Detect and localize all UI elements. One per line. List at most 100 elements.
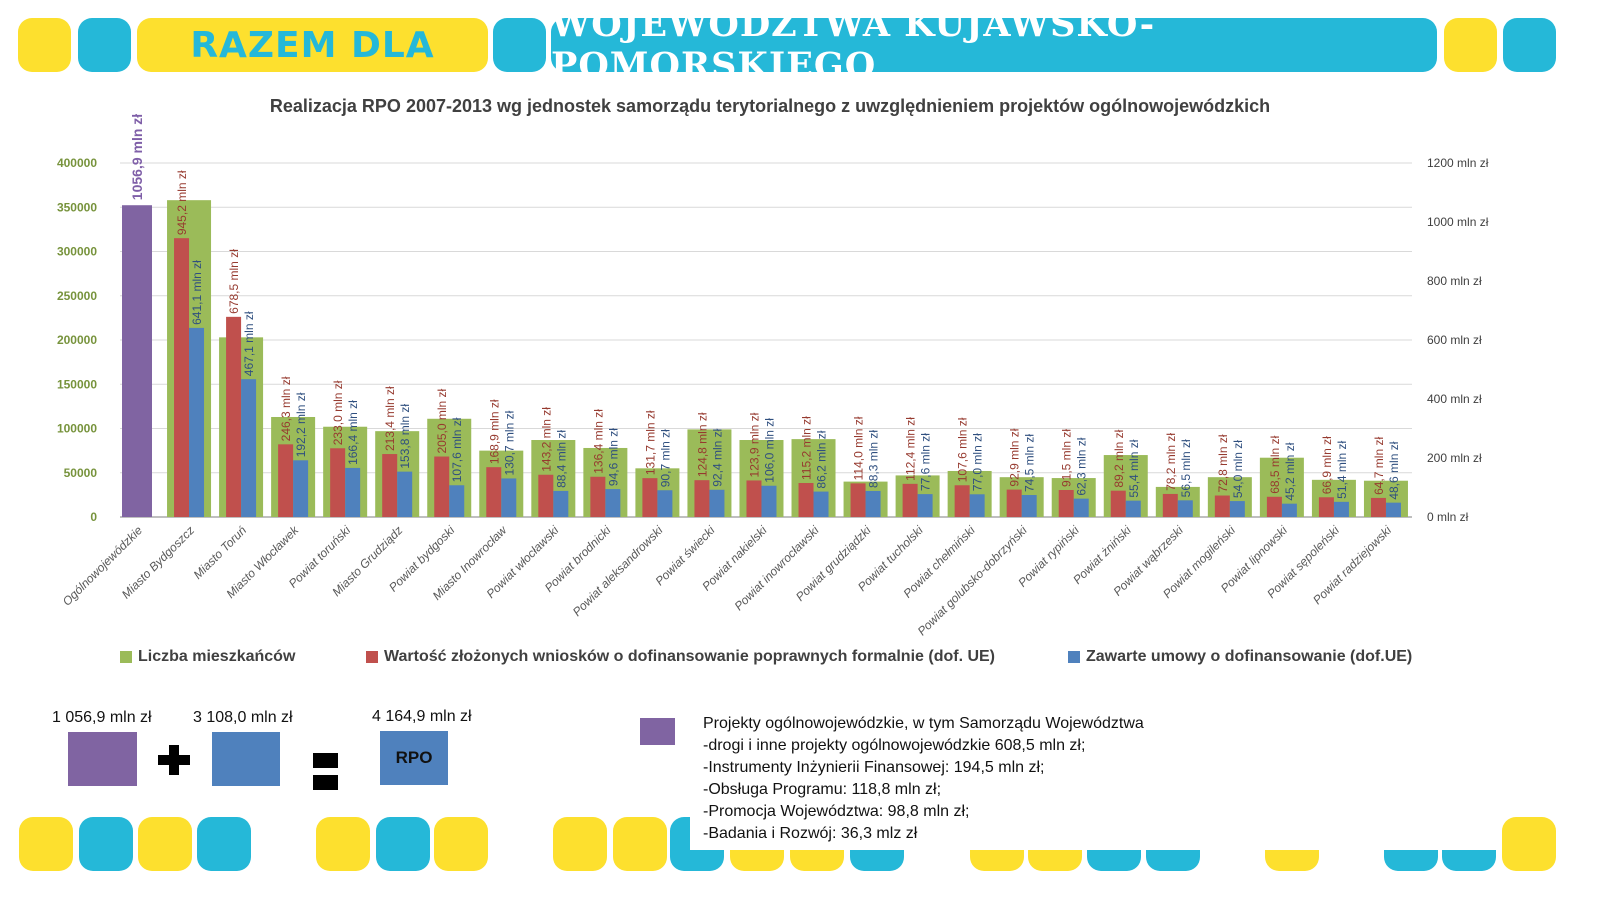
data-label: 114,0 mln zł [852, 416, 866, 480]
local-value: 3 108,0 mln zł [193, 709, 293, 726]
bar-contracts [969, 494, 985, 517]
bar-applications [174, 238, 190, 517]
decor-pill [78, 18, 131, 72]
left-axis-tick: 150000 [57, 377, 97, 391]
note-line: Projekty ogólnowojewódzkie, w tym Samorz… [703, 715, 1144, 732]
note-line: -Obsługa Programu: 118,8 mln zł; [703, 781, 942, 798]
data-label: 233,0 mln zł [331, 380, 345, 445]
data-label: 115,2 mln zł [800, 416, 814, 480]
bar-contracts [1385, 502, 1401, 517]
right-axis-tick: 1000 mln zł [1427, 215, 1489, 229]
bar-contracts [293, 460, 309, 517]
decor-pill [434, 817, 488, 871]
decor-pill [19, 817, 73, 871]
bar-applications [434, 456, 450, 517]
bar-contracts [1125, 500, 1141, 517]
bar-applications [330, 448, 346, 517]
left-axis-tick: 200000 [57, 333, 97, 347]
bar-applications [1318, 497, 1334, 517]
data-label: 131,7 mln zł [643, 410, 657, 475]
bar-contracts [813, 491, 829, 517]
bar-contracts [761, 485, 777, 517]
data-label: 136,4 mln zł [591, 409, 605, 474]
bar-contracts [865, 490, 881, 517]
data-label: 45,2 mln zł [1283, 442, 1297, 500]
data-label: 86,2 mln zł [815, 430, 829, 488]
left-axis-tick: 50000 [64, 466, 98, 480]
data-label: 130,7 mln zł [502, 410, 516, 475]
decor-pill [553, 817, 607, 871]
data-label: 62,3 mln zł [1075, 437, 1089, 495]
bar-contracts [397, 471, 413, 517]
data-label: 66,9 mln zł [1320, 436, 1334, 494]
data-label: 54,0 mln zł [1231, 440, 1245, 498]
bar-applications [1214, 495, 1230, 517]
data-label: 153,8 mln zł [398, 404, 412, 469]
category-label: Powiat aleksandrowski [570, 523, 666, 619]
data-label: 205,0 mln zł [435, 388, 449, 453]
bar-applications [1058, 490, 1074, 517]
legend-swatch [366, 651, 378, 663]
bar-applications [798, 483, 814, 517]
left-axis-tick: 0 [90, 510, 97, 524]
data-label: 74,5 mln zł [1023, 434, 1037, 492]
data-label: 124,8 mln zł [695, 412, 709, 477]
data-label: 77,0 mln zł [971, 433, 985, 491]
decor-pill [138, 817, 192, 871]
header-left-title: RAZEM DLA [137, 18, 488, 72]
left-axis-tick: 300000 [57, 245, 97, 259]
data-label: 123,9 mln zł [747, 412, 761, 477]
data-label: 92,4 mln zł [710, 428, 724, 486]
decor-pill [18, 18, 71, 72]
bar-applications [590, 476, 606, 517]
legend-item-contracts: Zawarte umowy o dofinansowanie (dof.UE) [1068, 648, 1412, 666]
bar-chart: Realizacja RPO 2007-2013 wg jednostek sa… [57, 96, 1489, 638]
bar-applications [1266, 496, 1282, 517]
chart-title: Realizacja RPO 2007-2013 wg jednostek sa… [270, 96, 1270, 116]
data-label: 68,5 mln zł [1268, 435, 1282, 493]
legend-swatch [120, 651, 132, 663]
data-label: 168,9 mln zł [487, 399, 501, 464]
bar-contracts [1073, 498, 1089, 517]
data-label: 107,6 mln zł [450, 417, 464, 482]
bar-regional [122, 205, 152, 518]
bar-contracts [1021, 495, 1037, 517]
right-axis-tick: 0 mln zł [1427, 510, 1469, 524]
decor-pill [376, 817, 430, 871]
bar-applications [746, 480, 762, 517]
data-label: 91,5 mln zł [1060, 429, 1074, 487]
bar-contracts [709, 489, 725, 517]
data-label: 77,6 mln zł [919, 433, 933, 491]
decor-pill [1444, 18, 1497, 72]
data-label: 107,6 mln zł [956, 417, 970, 482]
bar-contracts [605, 489, 621, 517]
bar-contracts [241, 379, 257, 517]
legend-item-applications: Wartość złożonych wniosków o dofinansowa… [366, 648, 995, 666]
bar-applications [382, 454, 398, 517]
local-square [212, 732, 280, 786]
bar-applications [226, 316, 242, 517]
legend-label: Wartość złożonych wniosków o dofinansowa… [384, 648, 996, 665]
data-label: 88,3 mln zł [867, 430, 881, 488]
decor-pill [493, 18, 546, 72]
data-label: 112,4 mln zł [904, 417, 918, 481]
data-label: 106,0 mln zł [762, 418, 776, 483]
data-label: 72,8 mln zł [1216, 434, 1230, 492]
total-value: 4 164,9 mln zł [372, 708, 472, 725]
bar-applications [642, 478, 658, 517]
bar-contracts [345, 467, 361, 517]
left-axis-tick: 100000 [57, 422, 97, 436]
right-axis-tick: 600 mln zł [1427, 333, 1482, 347]
right-axis-tick: 200 mln zł [1427, 451, 1482, 465]
bar-applications [1110, 490, 1126, 517]
data-label: 90,7 mln zł [658, 429, 672, 487]
data-label: 64,7 mln zł [1372, 437, 1386, 495]
decor-pill [613, 817, 667, 871]
right-axis-tick: 1200 mln zł [1427, 156, 1489, 170]
decor-pill [316, 817, 370, 871]
bar-contracts [1333, 501, 1349, 517]
left-axis-tick: 400000 [57, 156, 97, 170]
category-label: Powiat golubsko-dobrzyński [915, 523, 1030, 638]
data-label: 56,5 mln zł [1179, 439, 1193, 497]
bar-applications [1006, 489, 1022, 517]
